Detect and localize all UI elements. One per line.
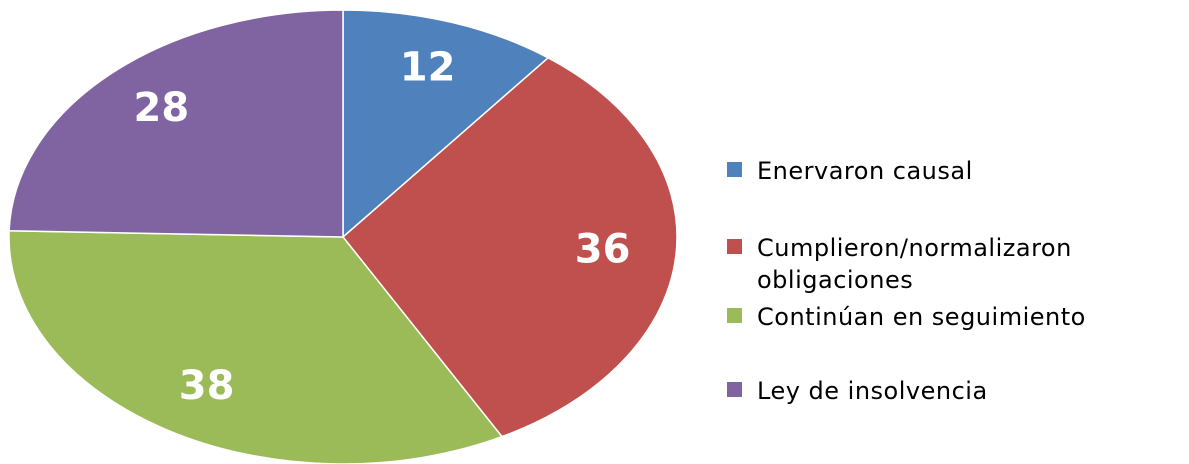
legend-item: Ley de insolvencia (727, 375, 1177, 407)
value-label: 12 (400, 45, 456, 91)
pie-slice (342, 9, 550, 239)
legend-swatch (727, 239, 742, 254)
pie-slice (8, 9, 344, 238)
legend-item: Cumplieron/normalizaron obligaciones (727, 232, 1177, 296)
pie-slice (8, 229, 504, 464)
legend-label: Continúan en seguimiento (757, 303, 1086, 331)
legend-item: Enervaron causal (727, 155, 1177, 187)
legend-item: Continúan en seguimiento (727, 301, 1177, 333)
value-label: 28 (134, 85, 190, 131)
pie: 12 36 38 28 (8, 9, 678, 464)
legend-label: Cumplieron/normalizaron obligaciones (757, 234, 1072, 294)
pie-slice (341, 56, 678, 438)
value-label: 38 (179, 363, 235, 409)
legend-swatch (727, 382, 742, 397)
legend-swatch (727, 162, 742, 177)
legend-label: Enervaron causal (757, 157, 973, 185)
legend-label: Ley de insolvencia (757, 377, 988, 405)
value-label: 36 (575, 227, 631, 273)
legend-swatch (727, 308, 742, 323)
